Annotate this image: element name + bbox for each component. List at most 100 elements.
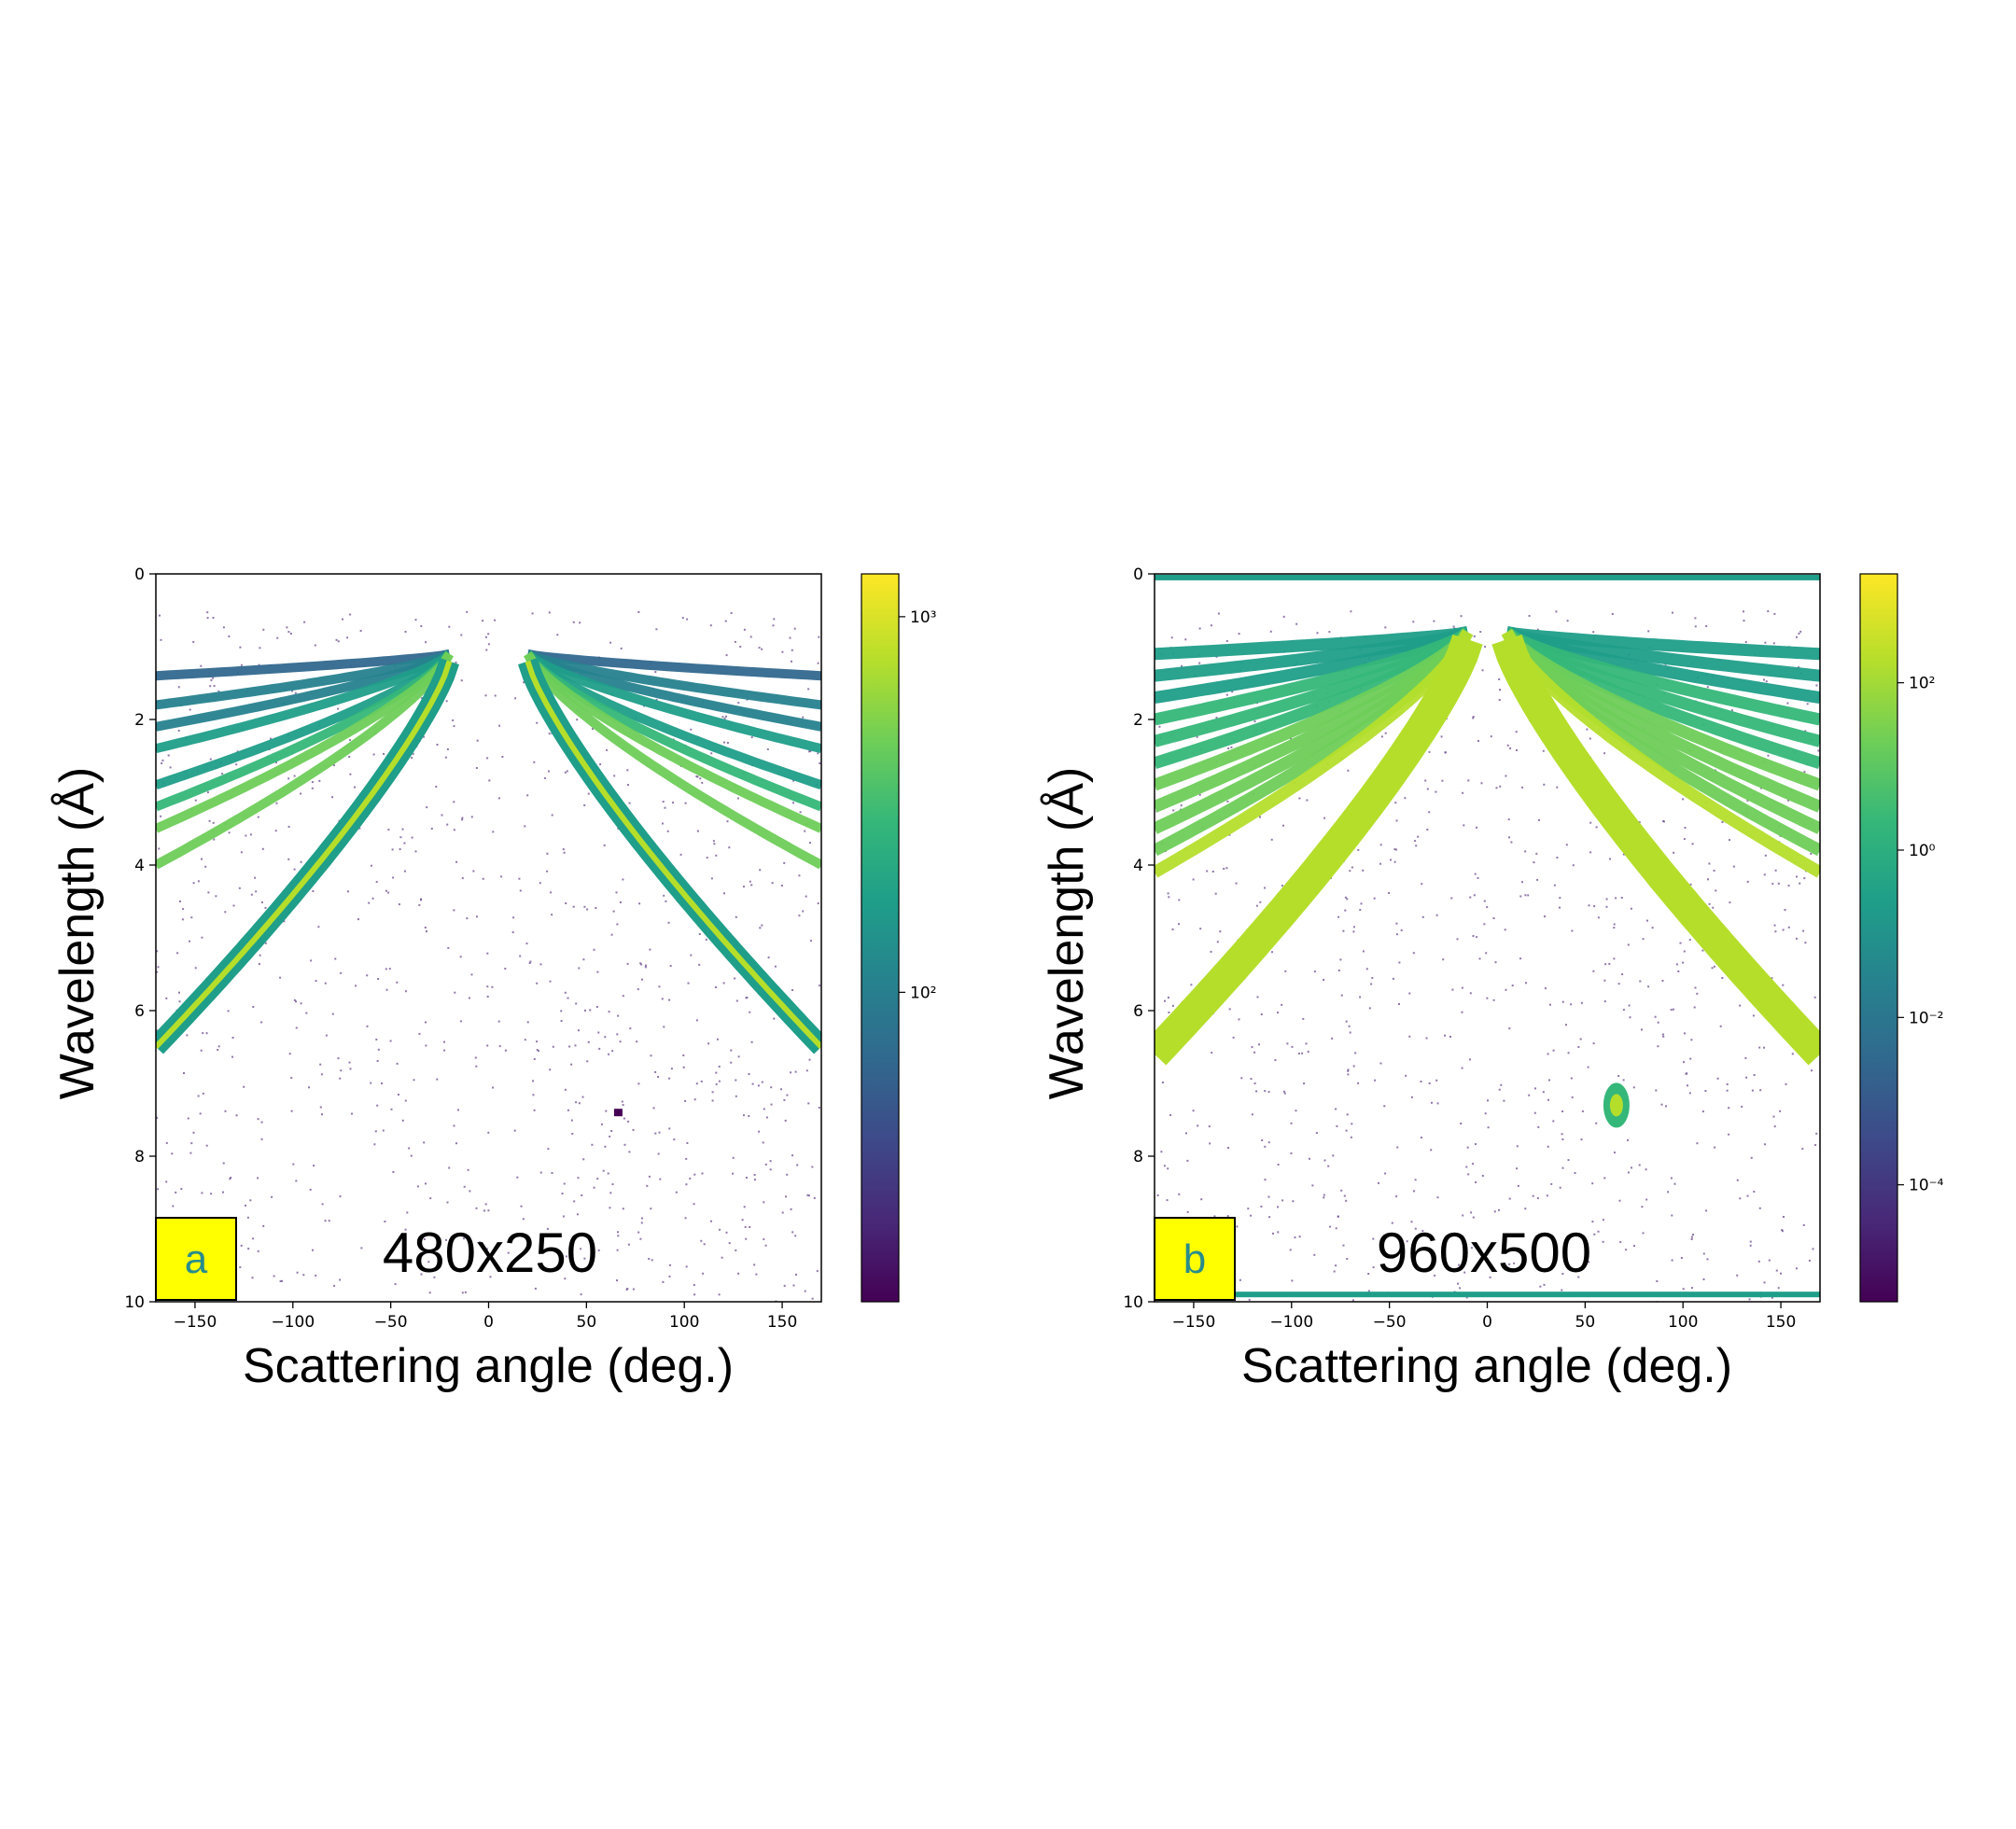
noise-dot: [1200, 1198, 1203, 1201]
noise-dot: [1707, 878, 1709, 881]
noise-dot: [575, 1002, 578, 1005]
noise-dot: [209, 685, 212, 688]
noise-dot: [1591, 1221, 1594, 1223]
noise-dot: [1672, 611, 1673, 614]
noise-dot: [611, 1050, 614, 1053]
noise-dot: [1592, 631, 1595, 634]
noise-dot: [399, 836, 402, 839]
noise-dot: [581, 1096, 584, 1098]
noise-dot: [1661, 1033, 1664, 1036]
noise-dot: [723, 892, 725, 895]
noise-dot: [1345, 1199, 1348, 1202]
noise-dot: [817, 662, 819, 664]
noise-dot: [1336, 1124, 1338, 1127]
noise-dot: [1232, 1036, 1235, 1039]
noise-dot: [591, 1143, 594, 1146]
noise-dot: [690, 954, 693, 956]
noise-dot: [1595, 826, 1598, 829]
noise-dot: [794, 1235, 797, 1237]
noise-dot: [447, 946, 450, 949]
noise-dot: [639, 1237, 642, 1240]
noise-dot: [711, 1091, 714, 1094]
noise-dot: [1646, 919, 1648, 922]
noise-dot: [1166, 1199, 1169, 1202]
noise-dot: [1791, 1053, 1794, 1055]
noise-dot: [485, 1248, 488, 1250]
noise-dot: [615, 891, 618, 894]
noise-dot: [420, 1273, 423, 1276]
noise-dot: [1344, 896, 1347, 899]
noise-dot: [528, 962, 531, 964]
noise-dot: [276, 636, 279, 639]
noise-dot: [213, 685, 216, 688]
noise-dot: [1680, 1257, 1683, 1259]
noise-dot: [1290, 1122, 1293, 1124]
noise-dot: [577, 1177, 580, 1180]
noise-dot: [1365, 968, 1368, 970]
noise-dot: [1178, 899, 1181, 901]
noise-dot: [593, 1186, 595, 1189]
noise-dot: [1395, 1195, 1398, 1198]
noise-dot: [721, 716, 724, 719]
noise-dot: [700, 1239, 703, 1242]
noise-dot: [453, 1124, 455, 1127]
noise-dot: [1561, 1273, 1564, 1275]
noise-dot: [1567, 1052, 1570, 1054]
noise-dot: [622, 878, 624, 881]
noise-dot: [446, 747, 449, 750]
noise-dot: [497, 797, 500, 800]
x-axis-label-b: Scattering angle (deg.): [1241, 1339, 1732, 1393]
noise-dot: [1748, 1298, 1751, 1301]
noise-dot: [811, 1166, 814, 1168]
noise-dot: [565, 1255, 567, 1258]
noise-dot: [1384, 626, 1387, 629]
noise-dot: [1655, 1089, 1658, 1092]
noise-dot: [1313, 970, 1316, 973]
noise-dot: [293, 998, 296, 1001]
noise-dot: [1701, 1110, 1704, 1113]
noise-dot: [228, 635, 231, 637]
noise-dot: [1291, 1279, 1294, 1282]
noise-dot: [197, 880, 200, 883]
noise-dot: [156, 970, 159, 973]
noise-dot: [425, 1021, 427, 1024]
noise-dot: [1384, 1172, 1387, 1175]
noise-dot: [161, 761, 163, 764]
noise-dot: [1160, 1151, 1163, 1153]
noise-dot: [657, 1152, 660, 1155]
noise-dot: [1572, 1267, 1575, 1270]
noise-dot: [239, 646, 242, 649]
noise-dot: [1186, 1159, 1189, 1162]
noise-dot: [250, 893, 253, 896]
noise-dot: [627, 784, 629, 787]
noise-dot: [1815, 684, 1818, 687]
noise-dot: [1466, 1146, 1469, 1149]
noise-dot: [749, 1011, 751, 1013]
noise-dot: [1373, 897, 1376, 900]
noise-dot: [791, 649, 793, 651]
noise-dot: [1313, 1253, 1316, 1256]
noise-dot: [228, 831, 231, 834]
noise-dot: [357, 918, 359, 921]
noise-dot: [1739, 1197, 1742, 1200]
noise-dot: [487, 1209, 490, 1212]
noise-dot: [1339, 958, 1342, 961]
noise-dot: [1167, 997, 1169, 998]
noise-dot: [654, 1132, 657, 1135]
noise-dot: [1180, 804, 1183, 807]
noise-dot: [616, 1279, 618, 1282]
noise-dot: [1362, 869, 1365, 872]
noise-dot: [1625, 1249, 1628, 1251]
noise-dot: [212, 677, 215, 679]
noise-dot: [1469, 992, 1472, 995]
noise-dot: [751, 1082, 754, 1085]
noise-dot: [710, 1220, 712, 1222]
noise-dot: [759, 927, 762, 929]
noise-dot: [1765, 680, 1768, 683]
noise-dot: [686, 1142, 689, 1144]
noise-dot: [201, 1192, 203, 1194]
band: [525, 649, 821, 732]
noise-dot: [582, 1158, 585, 1161]
noise-dot: [818, 1107, 820, 1109]
